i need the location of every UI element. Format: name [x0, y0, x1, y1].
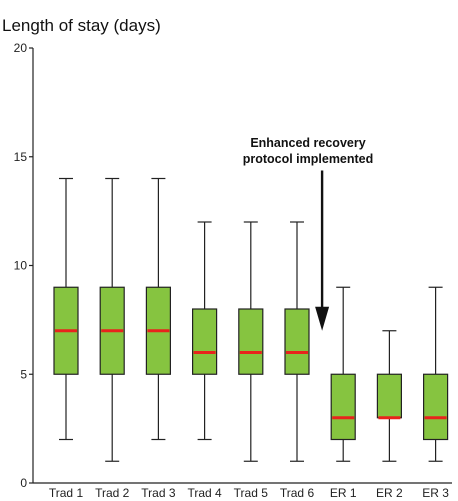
- y-tick-label: 5: [20, 367, 27, 381]
- chart-title: Length of stay (days): [2, 16, 161, 35]
- category-label: Trad 3: [141, 486, 176, 500]
- box-5: [238, 221, 264, 462]
- y-tick-label: 15: [14, 150, 28, 164]
- annotation: Enhanced recovery protocol implemented: [243, 136, 374, 331]
- category-label: Trad 5: [234, 486, 269, 500]
- box-1: [53, 177, 79, 441]
- box-3: [145, 177, 171, 441]
- y-tick-label: 10: [14, 259, 28, 273]
- category-label: Trad 2: [95, 486, 130, 500]
- box-6: [284, 221, 310, 462]
- category-label: Trad 1: [49, 486, 84, 500]
- box-series: [53, 177, 449, 462]
- category-label: ER 1: [330, 486, 357, 500]
- iqr-box: [330, 373, 356, 441]
- annotation-text: Enhanced recovery: [250, 136, 365, 150]
- iqr-box: [423, 373, 449, 441]
- box-7: [330, 286, 356, 462]
- box-9: [423, 286, 449, 462]
- annotation-text: protocol implemented: [243, 152, 374, 166]
- iqr-box: [376, 373, 402, 419]
- category-label: Trad 4: [187, 486, 222, 500]
- box-2: [99, 177, 125, 462]
- annotation-arrow-head: [315, 306, 330, 331]
- iqr-box: [284, 308, 310, 375]
- category-label: ER 3: [422, 486, 449, 500]
- axes: 0 5 10 15 20: [14, 41, 452, 490]
- iqr-box: [238, 308, 264, 375]
- y-tick-label: 0: [20, 476, 27, 490]
- category-label: ER 2: [376, 486, 403, 500]
- box-8: [376, 330, 402, 462]
- box-4: [192, 221, 218, 441]
- y-tick-label: 20: [14, 41, 28, 55]
- category-label: Trad 6: [280, 486, 315, 500]
- iqr-box: [192, 308, 218, 375]
- category-labels: Trad 1 Trad 2 Trad 3 Trad 4 Trad 5 Trad 6 ER 1…: [49, 486, 449, 500]
